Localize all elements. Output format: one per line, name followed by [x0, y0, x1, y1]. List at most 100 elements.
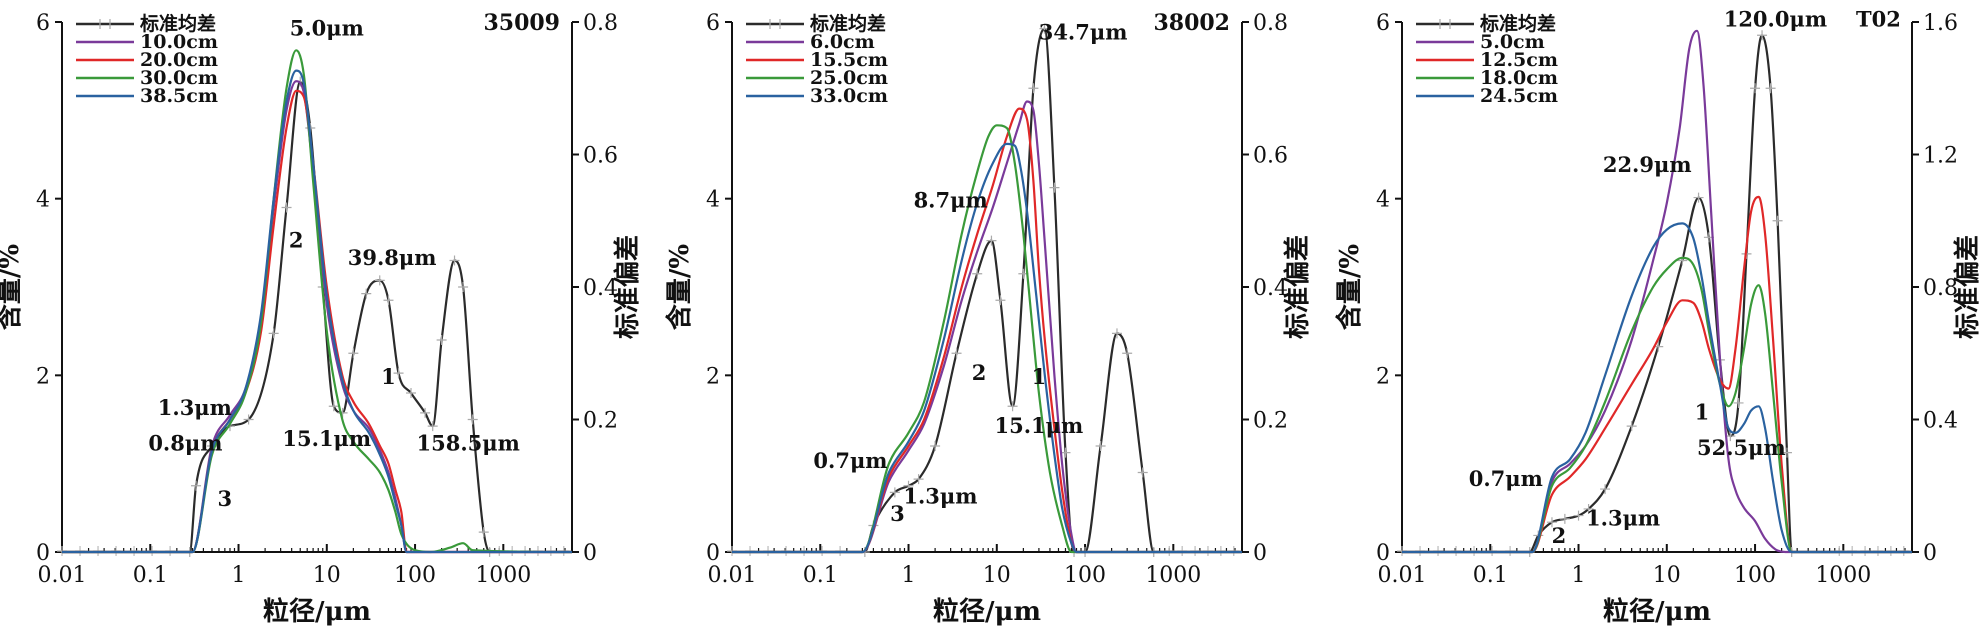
- annotation-label: 2: [972, 360, 987, 385]
- legend-label: 15.5cm: [810, 49, 888, 71]
- legend-label: 20.0cm: [140, 49, 218, 71]
- y-tick-label-right: 0.2: [583, 409, 618, 434]
- y-tick-label-right: 0: [1923, 541, 1937, 566]
- chart-panel-T02: 0.01 0.1 1 10 100 1000 0 2 4 6 0 0.4 0.8 1.2 1.6 粒径/μm 含…: [1334, 6, 1983, 627]
- legend-label: 12.5cm: [1480, 49, 1558, 71]
- y-tick-label-right: 0.6: [1253, 144, 1288, 169]
- x-tick-label: 0.1: [803, 563, 838, 588]
- series-point-marker: [420, 407, 431, 418]
- series-point-marker: [383, 295, 394, 306]
- series-line: [732, 27, 1242, 554]
- chart-panel-35009: 0.01 0.1 1 10 100 1000 0 2 4 6 0 0.2 0.4 0.6 0.8 粒径/μm 含…: [0, 10, 643, 627]
- legend-label: 6.0cm: [810, 31, 875, 53]
- series-point-marker: [458, 282, 469, 292]
- legend-marker: [99, 19, 111, 29]
- y-axis-title-left: 含量/%: [0, 244, 25, 330]
- annotation-label: 34.7μm: [1039, 20, 1128, 45]
- x-tick-label: 0.01: [1378, 563, 1427, 588]
- x-tick-label: 100: [1734, 563, 1776, 588]
- annotation-label: 15.1μm: [995, 413, 1084, 438]
- legend-label: 38.5cm: [140, 85, 218, 107]
- series-point-marker: [1049, 182, 1060, 193]
- x-axis-title: 粒径/μm: [1603, 596, 1711, 627]
- series-point-marker: [1559, 513, 1570, 524]
- x-tick-label: 0.01: [38, 563, 87, 588]
- x-axis-title: 粒径/μm: [263, 596, 371, 627]
- series-point-marker: [1546, 517, 1557, 528]
- y-tick-label-right: 0: [583, 541, 597, 566]
- x-tick-label: 1000: [475, 563, 531, 588]
- legend-label: 30.0cm: [140, 67, 218, 89]
- annotation-label: 0.7μm: [1469, 466, 1543, 491]
- x-tick-label: 1: [1572, 563, 1586, 588]
- y-tick-label-left: 6: [36, 11, 50, 36]
- series-point-marker: [478, 527, 489, 538]
- series-point-marker: [1750, 83, 1761, 94]
- series-point-marker: [1095, 441, 1106, 451]
- series-point-marker: [1137, 467, 1148, 478]
- series-line: [62, 69, 572, 554]
- series-point-marker: [1781, 447, 1792, 458]
- y-tick-label-left: 6: [706, 11, 720, 36]
- legend-label: 33.0cm: [810, 85, 888, 107]
- series-point-marker: [951, 348, 962, 359]
- y-axis-title-right: 标准偏差: [1282, 235, 1313, 339]
- x-tick-label: 0.1: [133, 563, 168, 588]
- annotation-label: 22.9μm: [1603, 152, 1692, 177]
- series-line: [732, 124, 1242, 554]
- series-point-marker: [281, 202, 292, 213]
- y-tick-label-right: 1.6: [1923, 11, 1958, 36]
- series-point-marker: [1772, 215, 1783, 226]
- series-point-marker: [1028, 83, 1039, 94]
- legend-label: 24.5cm: [1480, 85, 1558, 107]
- annotation-label: 3: [890, 501, 905, 526]
- annotation-label: 52.5μm: [1697, 435, 1786, 460]
- series-point-marker: [1626, 421, 1637, 432]
- series-line: [1402, 222, 1912, 554]
- y-axis-title-left: 含量/%: [664, 244, 695, 330]
- series-point-marker: [1573, 510, 1584, 521]
- x-axis-title: 粒径/μm: [933, 596, 1041, 627]
- annotation-label: 39.8μm: [348, 245, 437, 270]
- series-line: [62, 80, 572, 554]
- series-point-marker: [467, 414, 478, 425]
- y-tick-label-left: 0: [706, 541, 720, 566]
- legend-label: 10.0cm: [140, 31, 218, 53]
- series-point-marker: [995, 295, 1006, 306]
- legend-marker: [1439, 19, 1451, 29]
- x-tick-label: 100: [394, 563, 436, 588]
- series-line: [732, 107, 1242, 554]
- series-point-marker: [191, 480, 202, 491]
- legend-label: 25.0cm: [810, 67, 888, 89]
- annotation-label: 0.7μm: [813, 448, 887, 473]
- y-tick-label-right: 0: [1253, 541, 1267, 566]
- y-tick-label-left: 6: [1376, 11, 1390, 36]
- y-tick-label-right: 0.4: [1253, 276, 1288, 301]
- x-tick-label: 10: [983, 563, 1011, 588]
- sample-id-label: 35009: [483, 10, 560, 36]
- series-point-marker: [1060, 447, 1071, 458]
- legend-label: 标准均差: [140, 12, 216, 35]
- annotation-label: 0.8μm: [148, 430, 222, 455]
- y-axis-title-right: 标准偏差: [612, 235, 643, 339]
- series-point-marker: [436, 335, 447, 345]
- series-point-marker: [1757, 30, 1768, 41]
- y-tick-label-left: 0: [36, 541, 50, 566]
- y-tick-label-right: 0.4: [583, 276, 618, 301]
- series-point-marker: [268, 328, 279, 339]
- y-tick-label-left: 4: [36, 188, 50, 213]
- series-point-marker: [930, 441, 941, 451]
- series-point-marker: [1600, 484, 1611, 495]
- x-tick-label: 10: [313, 563, 341, 588]
- annotation-label: 1: [381, 364, 396, 389]
- series-point-marker: [361, 288, 372, 299]
- annotation-label: 15.1μm: [282, 426, 371, 451]
- series-point-marker: [243, 414, 254, 425]
- series-point-marker: [1583, 503, 1594, 514]
- y-axis-title-right: 标准偏差: [1952, 235, 1983, 339]
- series-point-marker: [972, 268, 983, 279]
- annotation-label: 8.7μm: [914, 188, 988, 213]
- annotation-label: 1: [1695, 400, 1710, 425]
- series-point-marker: [374, 275, 385, 286]
